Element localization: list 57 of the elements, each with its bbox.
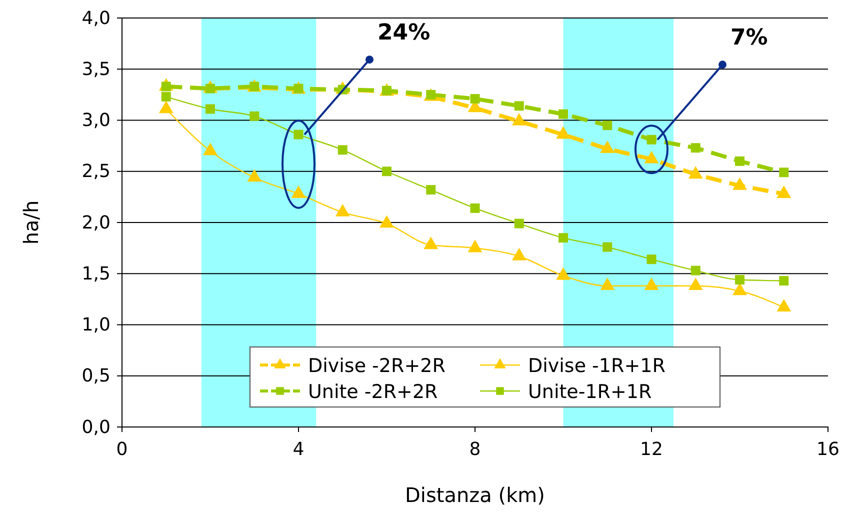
- point: [646, 134, 656, 144]
- legend-label: Unite-1R+1R: [528, 381, 652, 403]
- y-tick-label: 1,0: [82, 314, 110, 336]
- point: [779, 168, 789, 178]
- point: [291, 186, 306, 198]
- point: [250, 111, 260, 121]
- x-tick-label: 12: [640, 438, 663, 460]
- point: [338, 145, 348, 155]
- x-axis-title: Distanza (km): [405, 483, 545, 507]
- point: [732, 282, 747, 296]
- y-tick-label: 1,5: [82, 263, 110, 284]
- point: [203, 142, 218, 156]
- point: [690, 143, 700, 153]
- point: [470, 94, 480, 104]
- annotation: 7%: [730, 26, 768, 51]
- x-tick-label: 0: [116, 438, 128, 460]
- point: [380, 215, 394, 228]
- point: [514, 101, 524, 111]
- point: [512, 248, 526, 260]
- point: [688, 166, 703, 179]
- y-tick-label: 0,5: [82, 366, 110, 387]
- point: [335, 204, 350, 216]
- point: [382, 166, 392, 176]
- point: [468, 240, 482, 252]
- point: [688, 278, 703, 290]
- x-tick-label: 16: [816, 438, 840, 460]
- point: [247, 169, 262, 182]
- point: [161, 92, 171, 102]
- y-tick-label: 4,0: [82, 8, 110, 29]
- point: [556, 267, 570, 280]
- legend-label: Divise -1R+1R: [528, 355, 666, 377]
- y-tick-label: 3,5: [82, 58, 110, 80]
- point: [206, 104, 215, 114]
- annotation: 24%: [378, 20, 430, 46]
- point: [602, 120, 612, 130]
- y-tick-label: 0,0: [82, 416, 110, 438]
- point: [424, 236, 438, 250]
- point: [776, 186, 792, 198]
- point: [294, 130, 304, 140]
- point: [600, 140, 615, 154]
- y-tick-label: 3,0: [82, 110, 110, 132]
- point: [470, 203, 480, 213]
- point: [776, 299, 792, 312]
- point: [514, 218, 524, 228]
- point: [426, 185, 436, 195]
- x-tick-label: 8: [469, 438, 481, 460]
- point: [735, 156, 744, 166]
- legend-label: Unite -2R+2R: [308, 381, 438, 403]
- point: [600, 278, 615, 290]
- x-tick-label: 4: [292, 438, 304, 460]
- point: [732, 177, 747, 190]
- legend-label: Divise -2R+2R: [308, 355, 446, 377]
- y-tick-label: 2,5: [82, 161, 110, 182]
- point: [558, 109, 568, 119]
- y-tick-label: 2,0: [82, 212, 110, 234]
- y-axis-title: ha/h: [19, 200, 43, 245]
- point: [644, 278, 659, 290]
